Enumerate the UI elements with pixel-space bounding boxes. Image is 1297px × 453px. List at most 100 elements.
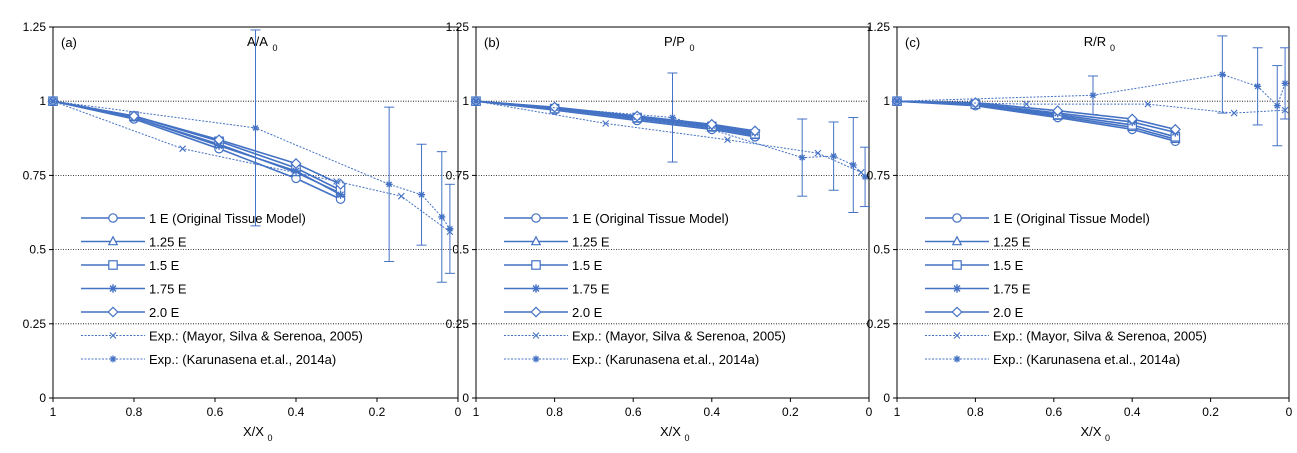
legend-marker [531, 260, 541, 270]
legend-label: Exp.: (Karunasena et.al., 2014a) [572, 352, 759, 367]
x-axis-label: X/X [660, 424, 681, 439]
data-point [749, 125, 761, 137]
data-point [418, 191, 426, 199]
data-point [213, 134, 225, 146]
series-line [896, 73, 1286, 107]
data-point [385, 180, 393, 188]
data-point [724, 136, 731, 144]
data-point [438, 213, 446, 221]
data-point [49, 97, 57, 105]
series-7 [893, 35, 1291, 147]
legend-label: Exp.: (Mayor, Silva & Serenoa, 2005) [149, 329, 363, 344]
legend-label: Exp.: (Karunasena et.al., 2014a) [993, 352, 1180, 367]
data-point [252, 124, 259, 132]
legend-marker [952, 213, 962, 223]
legend-marker [953, 355, 961, 363]
data-point [397, 192, 405, 200]
x-axis-label-subscript: 0 [268, 433, 273, 443]
legend-marker [530, 235, 542, 246]
series-6 [472, 97, 865, 176]
data-point [798, 154, 806, 162]
legend-label: 1.25 E [572, 235, 610, 250]
x-tick-label: 0.4 [288, 405, 305, 419]
x-axis-label-subscript: 0 [1105, 433, 1110, 443]
x-tick-label: 1 [50, 405, 57, 419]
y-tick-label: 1 [39, 94, 46, 108]
series-line [52, 100, 341, 200]
legend-label: 1.5 E [993, 258, 1024, 273]
y-tick-label: 0.75 [23, 168, 47, 182]
y-tick-label: 0.75 [446, 168, 470, 182]
data-point [669, 114, 676, 122]
panel-title-subscript: 0 [273, 43, 278, 53]
legend-label: 1.75 E [993, 282, 1031, 297]
series-1 [48, 96, 346, 204]
x-tick-label: 0.4 [1124, 405, 1141, 419]
legend-label: 1.25 E [993, 235, 1031, 250]
data-point [333, 177, 340, 185]
series-line [896, 100, 1286, 114]
legend-label: 1 E (Original Tissue Model) [572, 211, 729, 226]
x-tick-label: 0 [866, 405, 873, 419]
legend: 1 E (Original Tissue Model) 1.25 E 1.5 E 1.… [925, 211, 1207, 367]
legend-marker [108, 284, 118, 293]
plot-frame [896, 26, 1290, 399]
legend: 1 E (Original Tissue Model) 1.25 E 1.5 E 1.… [81, 211, 363, 367]
data-point [336, 190, 345, 199]
legend-marker [107, 235, 119, 246]
data-point [849, 161, 857, 169]
panel-label: (c) [905, 35, 920, 50]
legend-marker [951, 306, 963, 318]
y-tick-label: 1.25 [446, 20, 470, 34]
y-tick-label: 0.25 [867, 317, 891, 331]
data-point [291, 166, 301, 176]
x-tick-label: 0.6 [207, 405, 224, 419]
data-point [602, 120, 610, 127]
plot-frame [475, 26, 870, 399]
legend-label: 1.75 E [572, 282, 610, 297]
series-6 [893, 97, 1289, 117]
y-tick-label: 0.5 [452, 243, 469, 257]
data-point [290, 157, 302, 170]
legend-label: 1.75 E [149, 282, 187, 297]
data-point [1254, 82, 1262, 90]
legend-label: 2.0 E [572, 305, 603, 320]
x-tick-label: 0.8 [967, 405, 984, 419]
panel-title: R/R [1084, 34, 1106, 49]
panel-title: P/P [664, 34, 685, 49]
y-tick-label: 0.5 [29, 243, 46, 257]
data-point [549, 101, 561, 113]
legend-marker [952, 284, 962, 293]
panel-label: (a) [61, 35, 77, 50]
legend-marker [532, 355, 540, 363]
x-tick-label: 0.2 [369, 405, 386, 419]
y-tick-label: 1.25 [23, 20, 47, 34]
legend-label: Exp.: (Karunasena et.al., 2014a) [149, 352, 336, 367]
x-axis-label-subscript: 0 [685, 433, 690, 443]
x-tick-label: 0 [455, 405, 462, 419]
legend-marker [531, 213, 541, 223]
legend: 1 E (Original Tissue Model) 1.25 E 1.5 E 1.… [504, 211, 786, 367]
legend-marker [108, 260, 118, 270]
series-7 [472, 72, 871, 213]
data-point [214, 141, 224, 150]
x-tick-label: 0.4 [703, 405, 720, 419]
legend-label: Exp.: (Mayor, Silva & Serenoa, 2005) [993, 329, 1207, 344]
data-point [1089, 91, 1097, 99]
series-line [475, 100, 866, 178]
legend-label: 2.0 E [993, 305, 1024, 320]
legend-marker [952, 260, 962, 270]
series-5 [891, 95, 1181, 135]
legend-label: 1.25 E [149, 235, 187, 250]
y-tick-label: 1 [462, 94, 469, 108]
y-tick-label: 1 [883, 94, 890, 108]
data-point [179, 145, 186, 153]
plot-frame [52, 26, 459, 399]
legend-marker [108, 213, 118, 223]
series-line [475, 100, 862, 173]
y-tick-label: 0 [39, 391, 46, 405]
data-point [446, 225, 454, 233]
panel-title-subscript: 0 [690, 43, 695, 53]
data-point [861, 173, 869, 181]
